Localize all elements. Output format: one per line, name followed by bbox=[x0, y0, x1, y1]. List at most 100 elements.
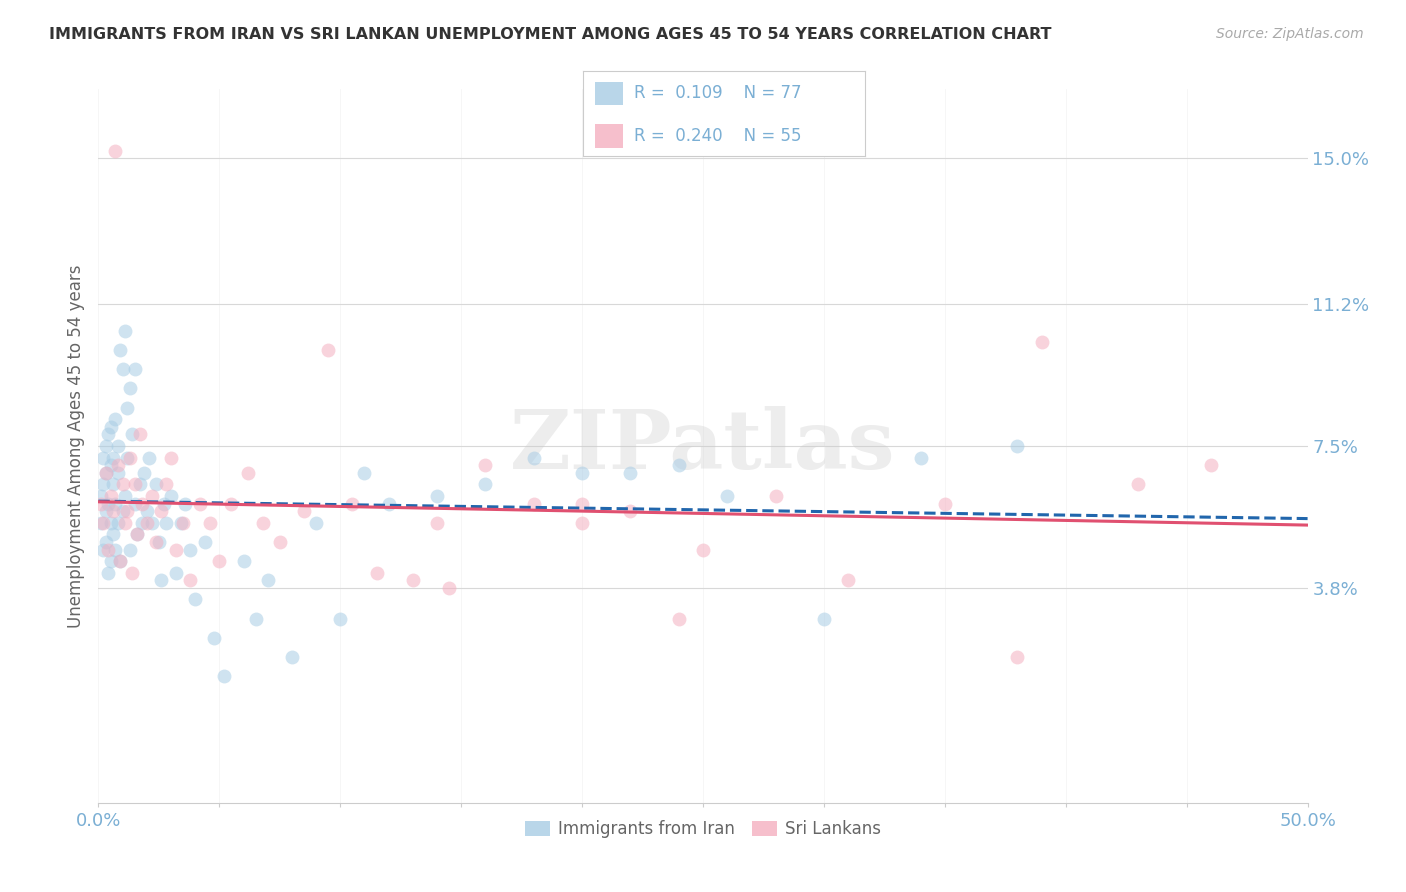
Point bbox=[668, 458, 690, 473]
Point bbox=[212, 669, 235, 683]
Point bbox=[91, 450, 114, 465]
Point bbox=[619, 504, 641, 518]
Point bbox=[128, 477, 150, 491]
Point bbox=[172, 516, 194, 530]
Point bbox=[107, 516, 129, 530]
Text: ZIPatlas: ZIPatlas bbox=[510, 406, 896, 486]
Point bbox=[1007, 650, 1029, 665]
Point bbox=[208, 554, 231, 568]
Point bbox=[101, 477, 124, 491]
Point bbox=[619, 466, 641, 480]
Point bbox=[108, 554, 131, 568]
Point bbox=[571, 466, 593, 480]
Point bbox=[174, 497, 197, 511]
Point bbox=[353, 466, 375, 480]
Point bbox=[107, 458, 129, 473]
Point bbox=[121, 566, 143, 580]
Point bbox=[108, 554, 131, 568]
Point bbox=[198, 516, 221, 530]
Point bbox=[305, 516, 328, 530]
Point bbox=[329, 612, 352, 626]
Point bbox=[194, 535, 217, 549]
Point bbox=[101, 527, 124, 541]
Point bbox=[155, 516, 177, 530]
Point bbox=[91, 477, 114, 491]
Point bbox=[138, 450, 160, 465]
Point bbox=[204, 631, 226, 645]
Point bbox=[104, 542, 127, 557]
Text: R =  0.240    N = 55: R = 0.240 N = 55 bbox=[634, 127, 801, 145]
Point bbox=[184, 592, 207, 607]
Point bbox=[104, 497, 127, 511]
Point bbox=[91, 542, 114, 557]
Point bbox=[366, 566, 388, 580]
Point bbox=[117, 504, 139, 518]
Point bbox=[90, 516, 112, 530]
Point bbox=[135, 516, 157, 530]
Point bbox=[292, 504, 315, 518]
Point bbox=[104, 144, 127, 158]
Point bbox=[342, 497, 364, 511]
Point bbox=[94, 466, 117, 480]
Point bbox=[316, 343, 339, 357]
Point bbox=[94, 439, 117, 453]
Point bbox=[114, 489, 136, 503]
Point bbox=[107, 466, 129, 480]
Point bbox=[108, 343, 131, 357]
Point bbox=[437, 581, 460, 595]
Point bbox=[114, 324, 136, 338]
Point bbox=[131, 497, 153, 511]
Point bbox=[141, 489, 163, 503]
Point bbox=[934, 497, 956, 511]
Point bbox=[150, 504, 173, 518]
Point bbox=[169, 516, 191, 530]
Point bbox=[910, 450, 932, 465]
Point bbox=[141, 516, 163, 530]
Point bbox=[152, 497, 174, 511]
Point bbox=[97, 566, 120, 580]
Bar bbox=[595, 124, 623, 147]
Point bbox=[90, 497, 112, 511]
Point bbox=[101, 450, 124, 465]
Point bbox=[118, 381, 141, 395]
Point bbox=[155, 477, 177, 491]
Point bbox=[402, 574, 425, 588]
Point bbox=[148, 535, 170, 549]
Point bbox=[426, 489, 449, 503]
Point bbox=[150, 574, 173, 588]
Point bbox=[121, 427, 143, 442]
Point bbox=[127, 527, 149, 541]
Point bbox=[124, 497, 146, 511]
Point bbox=[474, 477, 496, 491]
Point bbox=[160, 489, 183, 503]
Point bbox=[837, 574, 859, 588]
Point bbox=[124, 477, 146, 491]
Point bbox=[104, 412, 127, 426]
Point bbox=[131, 516, 153, 530]
Point bbox=[179, 542, 201, 557]
Point bbox=[232, 554, 254, 568]
Point bbox=[145, 535, 167, 549]
Bar bbox=[595, 81, 623, 105]
Point bbox=[252, 516, 274, 530]
Point bbox=[97, 427, 120, 442]
Point bbox=[94, 466, 117, 480]
Point bbox=[111, 477, 134, 491]
Point bbox=[160, 450, 183, 465]
Point bbox=[118, 542, 141, 557]
Point bbox=[188, 497, 211, 511]
Text: Source: ZipAtlas.com: Source: ZipAtlas.com bbox=[1216, 27, 1364, 41]
Point bbox=[716, 489, 738, 503]
Point bbox=[179, 574, 201, 588]
Point bbox=[101, 504, 124, 518]
Point bbox=[765, 489, 787, 503]
Point bbox=[256, 574, 278, 588]
Point bbox=[107, 439, 129, 453]
Point bbox=[118, 450, 141, 465]
Point bbox=[135, 504, 157, 518]
Point bbox=[238, 466, 260, 480]
Point bbox=[571, 497, 593, 511]
Point bbox=[94, 535, 117, 549]
Point bbox=[692, 542, 714, 557]
Point bbox=[100, 489, 122, 503]
